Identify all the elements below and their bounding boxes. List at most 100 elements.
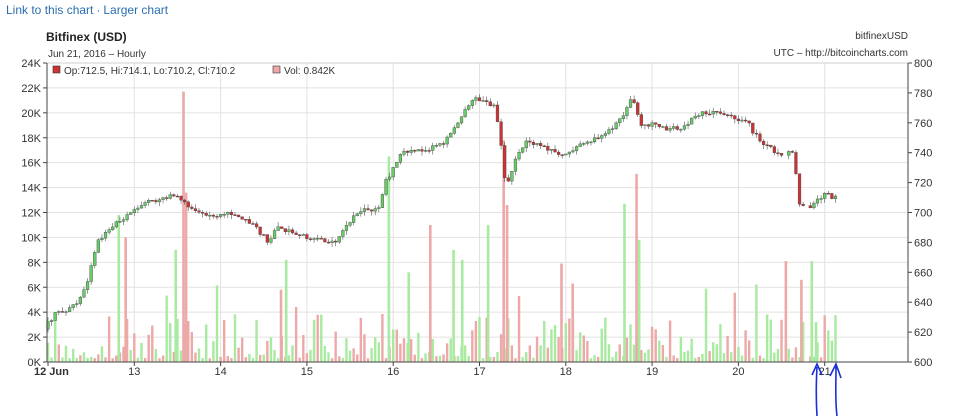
volume-bar: [787, 348, 790, 362]
volume-bar: [330, 358, 334, 362]
candle-body: [107, 229, 111, 233]
candle-body: [405, 150, 410, 153]
price-candles: [46, 94, 838, 333]
date-line: Jun 21, 2016 – Hourly: [48, 49, 146, 60]
volume-bar: [366, 358, 370, 362]
candle-body: [815, 198, 820, 204]
volume-bar: [643, 352, 647, 362]
candle-body: [801, 204, 805, 206]
volume-bar: [798, 357, 801, 362]
volume-bar: [492, 356, 496, 362]
candle-body: [686, 123, 690, 126]
candle-body: [618, 118, 622, 124]
volume-bar: [528, 345, 532, 362]
candle-body: [211, 214, 216, 217]
candle-body: [708, 113, 712, 116]
volume-spike-bar: [560, 263, 563, 362]
candle-body: [733, 115, 737, 120]
candle-body: [208, 214, 212, 217]
volume-bar: [694, 357, 697, 362]
volume-bar: [104, 357, 107, 362]
candle-body: [614, 122, 618, 129]
candle-body: [316, 237, 320, 240]
candle-body: [823, 192, 827, 199]
volume-spike-bar: [810, 261, 814, 362]
candle-body: [740, 119, 744, 122]
volume-bar: [769, 319, 772, 362]
volume-bar: [147, 334, 150, 362]
larger-chart-link[interactable]: Larger chart: [103, 3, 169, 17]
candle-body: [589, 141, 593, 144]
volume-bar: [456, 356, 460, 362]
volume-bar: [514, 358, 517, 362]
volume-bar: [546, 347, 550, 362]
link-to-chart[interactable]: Link to this chart: [6, 3, 94, 17]
candle-body: [161, 197, 165, 200]
volume-bar: [111, 358, 114, 362]
volume-bar: [71, 348, 75, 362]
source-label: UTC – http://bitcoincharts.com: [774, 48, 909, 59]
candle-body: [337, 236, 341, 243]
candle-body: [431, 145, 435, 151]
candle-body: [650, 122, 654, 127]
volume-bar: [201, 358, 204, 362]
volume-spike-bar: [117, 214, 121, 362]
volume-bar: [449, 338, 452, 362]
volume-bar: [747, 340, 751, 362]
candle-body: [758, 133, 762, 142]
volume-bar: [417, 332, 420, 362]
candle-body: [370, 209, 374, 212]
candle-body: [377, 207, 381, 209]
volume-spike-bar: [279, 289, 283, 362]
volume-bar: [765, 314, 769, 362]
volume-bar: [679, 336, 683, 362]
volume-bar: [481, 358, 485, 362]
volume-bar: [172, 351, 176, 362]
right-tick-label: 640: [914, 297, 932, 309]
left-tick-label: 10K: [21, 232, 41, 244]
annotation-arrow-left: [811, 362, 823, 417]
volume-spike-bar: [429, 224, 432, 362]
volume-bar: [704, 288, 708, 362]
volume-spike-bar: [505, 205, 509, 362]
candle-body: [592, 137, 597, 143]
candle-body: [334, 240, 338, 243]
candle-body: [553, 149, 557, 153]
candle-body: [391, 167, 395, 178]
volume-bar: [154, 349, 158, 362]
candle-body: [258, 226, 262, 235]
candle-body: [607, 129, 611, 134]
candle-body: [668, 128, 672, 131]
candle-body: [585, 141, 589, 144]
volume-bar: [320, 314, 323, 362]
candle-body: [323, 238, 327, 243]
volume-bar: [341, 358, 345, 362]
volume-bar: [294, 306, 298, 362]
candle-body: [761, 140, 766, 146]
candle-body: [218, 214, 223, 217]
candle-body: [564, 153, 568, 156]
candle-body: [700, 111, 705, 116]
volume-bar: [413, 354, 416, 362]
volume-bar: [809, 356, 812, 362]
right-tick-label: 600: [914, 357, 932, 369]
volume-bar: [46, 342, 50, 362]
right-tick-label: 680: [914, 237, 932, 249]
bottom-tick-label: 14: [214, 366, 226, 378]
candle-body: [754, 132, 758, 135]
volume-bar: [57, 344, 60, 362]
candle-body: [794, 152, 798, 174]
volume-bar: [302, 335, 305, 362]
volume-bar: [600, 328, 603, 362]
candle-body: [395, 162, 399, 168]
volume-bar: [93, 358, 96, 362]
candle-body: [625, 107, 629, 116]
candle-body: [168, 194, 172, 199]
volume-bar: [489, 356, 492, 362]
candle-body: [675, 126, 679, 130]
volume-spike-bar: [800, 279, 803, 362]
candle-body: [833, 195, 838, 199]
candle-body: [736, 118, 740, 122]
volume-bar: [176, 318, 179, 362]
